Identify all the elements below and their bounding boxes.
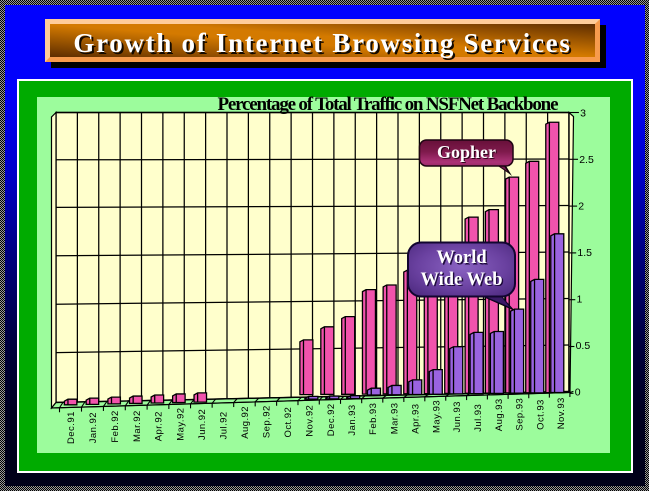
svg-text:Sep.92: Sep.92 (262, 405, 273, 438)
svg-text:1.5: 1.5 (577, 247, 592, 259)
svg-text:World: World (436, 248, 487, 268)
svg-text:World: World (438, 249, 489, 269)
svg-text:Jun.93: Jun.93 (452, 401, 463, 432)
svg-text:Sep.93: Sep.93 (515, 398, 526, 431)
svg-text:Jun.92: Jun.92 (197, 409, 208, 440)
svg-text:Jan.92: Jan.92 (88, 412, 99, 443)
svg-text:May.93: May.93 (431, 400, 442, 433)
svg-text:Mar.92: Mar.92 (132, 410, 143, 442)
svg-text:Jan.93: Jan.93 (347, 404, 358, 435)
svg-text:Gopher: Gopher (438, 143, 497, 163)
svg-text:Aug.93: Aug.93 (494, 398, 505, 431)
svg-text:Apr.92: Apr.92 (154, 411, 165, 441)
svg-text:Aug.92: Aug.92 (240, 406, 251, 439)
svg-text:May.92: May.92 (175, 408, 186, 441)
svg-text:Jul.92: Jul.92 (219, 411, 230, 439)
svg-text:Oct.92: Oct.92 (283, 407, 294, 438)
svg-text:Dec.91: Dec.91 (66, 411, 77, 444)
svg-text:0: 0 (575, 387, 581, 399)
svg-text:1: 1 (577, 294, 583, 306)
svg-text:Dec.92: Dec.92 (326, 403, 337, 436)
svg-text:Nov.93: Nov.93 (556, 397, 567, 429)
svg-text:Feb.93: Feb.93 (368, 403, 379, 435)
svg-text:Wide Web: Wide Web (420, 270, 502, 290)
svg-text:3: 3 (580, 108, 586, 120)
svg-text:Oct.93: Oct.93 (535, 399, 546, 430)
svg-text:Wide Web: Wide Web (422, 271, 504, 291)
svg-text:Gopher: Gopher (437, 142, 496, 162)
svg-text:2.5: 2.5 (579, 154, 594, 166)
svg-text:0.5: 0.5 (576, 340, 591, 352)
svg-text:Nov.92: Nov.92 (305, 405, 316, 437)
svg-text:Mar.93: Mar.93 (389, 403, 400, 435)
svg-text:2: 2 (578, 201, 584, 213)
svg-text:Apr.93: Apr.93 (410, 404, 421, 434)
svg-text:Feb.92: Feb.92 (110, 410, 121, 442)
svg-text:Jul.93: Jul.93 (473, 404, 484, 432)
svg-text:Percentage of Total Traffic on: Percentage of Total Traffic on NSFNet Ba… (218, 94, 559, 115)
